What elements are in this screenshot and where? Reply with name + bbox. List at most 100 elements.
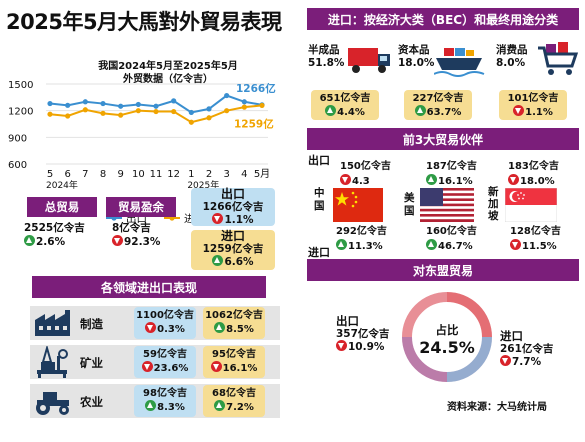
y-tick-label: 600 [8,160,27,171]
data-point [65,102,71,108]
partner-export-change: 16.1% [438,175,473,187]
bec-value: 101亿令吉 [507,93,559,104]
down-arrow-icon [340,173,351,185]
down-arrow-icon [508,173,519,185]
asean-share-label: 占比 [435,323,459,337]
asean-share-value: 24.5% [419,338,475,357]
up-arrow-icon [325,105,337,116]
import-summary-box: 进口 1259亿令吉 6.6% [191,230,275,270]
bec-item-capital: 资本品 18.0% [398,44,434,70]
bec-item-share: 18.0% [398,57,435,69]
x-tick-label: 10 [132,169,145,180]
export-end-label: 1266亿 [236,82,276,95]
down-arrow-icon [513,105,525,116]
import-summary-label: 进口 [220,229,245,243]
page-title: 2025年5月大馬對外貿易表現 [6,10,282,34]
data-point [171,98,177,104]
data-point [171,108,177,115]
data-point [153,108,159,115]
sector-export-value: 1100亿令吉 [136,310,194,321]
up-arrow-icon [426,173,437,185]
factory-icon [35,310,70,336]
partner-import-value: 292亿令吉 [336,226,387,237]
x-tick-label: 2 [206,169,212,180]
data-point [135,101,141,108]
x-tick-label: 5 [47,169,53,180]
partner-singapore-export: 183亿令吉 18.0% [508,161,559,188]
partner-singapore-import: 128亿令吉 11.5% [510,226,561,253]
y-tick-label: 900 [8,133,27,144]
import-summary-change: 6.6% [224,256,254,268]
down-arrow-icon [141,361,153,372]
partner-import-change: 11.5% [522,240,557,252]
sector-export-box: 98亿令吉 8.3% [134,385,196,417]
up-arrow-icon [214,322,226,333]
total-trade-change: 2.6% [36,236,66,248]
x-year-label: 2024年 [46,179,78,191]
bec-change: 1.1% [525,107,553,118]
trade-surplus-value: 8亿令吉 [112,222,151,234]
chart-title-text: 我国2024年5月至2025年5月 外贸数据（亿令吉） [98,61,238,85]
x-tick-label: 9 [117,169,123,180]
chart-title: 我国2024年5月至2025年5月 外贸数据（亿令吉） [88,60,248,86]
y-tick-label: 1200 [8,107,33,118]
data-point [47,100,53,107]
up-arrow-icon [145,400,157,411]
truck-icon [348,48,390,73]
partner-import-value: 160亿令吉 [426,226,477,237]
asean-import-label: 进口 [500,329,523,343]
up-arrow-icon [414,105,426,116]
down-arrow-icon [336,340,347,351]
bec-item-name: 资本品 [398,44,430,56]
imports-bec-heading: 进口：按经济大类（BEC）和最终用途分类 [307,8,579,30]
sector-export-change: 8.3% [157,402,185,413]
partner-import-change: 11.3% [348,240,383,252]
partner-export-change: 18.0% [520,175,555,187]
sector-import-change: 16.1% [222,363,258,374]
data-point [100,100,106,107]
partner-country-china: 中国 [314,187,325,212]
data-point [241,104,247,110]
total-trade-value: 2525亿令吉 [24,222,85,234]
sector-name-mining: 矿业 [80,356,103,370]
sector-export-change: 23.6% [153,363,189,374]
trade-surplus-label: 贸易盈余 [106,197,176,217]
data-point [206,106,212,112]
import-end-label: 1259亿 [234,117,274,130]
bec-change: 4.4% [337,107,365,118]
partners-export-label: 出口 [308,154,330,167]
data-point [206,115,212,121]
data-point [82,99,88,105]
bec-item-intermediate: 半成品 51.8% [308,44,344,70]
sector-export-box: 59亿令吉 23.6% [134,346,196,378]
x-tick-label: 8 [100,169,106,180]
chart-title-line: 我国2024年5月至2025年5月 [98,61,238,72]
up-arrow-icon [426,238,437,250]
up-arrow-icon [212,255,224,266]
partner-import-value: 128亿令吉 [510,226,561,237]
partner-country-singapore: 新加坡 [488,186,499,222]
x-tick-label: 5月 [254,168,270,180]
data-point [118,112,124,118]
data-point [100,110,106,116]
partner-import-change: 46.7% [438,240,473,252]
data-point [259,102,265,109]
bec-item-share: 51.8% [308,57,345,69]
bec-item-name: 半成品 [308,44,340,56]
up-arrow-icon [336,238,347,250]
export-summary-change: 1.1% [224,214,254,226]
down-arrow-icon [500,355,511,366]
partner-usa-import: 160亿令吉 46.7% [426,226,477,253]
partner-country-usa: 美国 [404,192,415,217]
sector-export-value: 59亿令吉 [143,349,187,360]
usa-flag-icon [420,188,474,222]
up-arrow-icon [214,400,226,411]
partners-import-label: 进口 [308,246,330,259]
partners-heading: 前3大贸易伙伴 [307,128,579,150]
sector-import-box: 95亿令吉 16.1% [203,346,265,378]
sector-import-box: 1062亿令吉 8.5% [203,307,265,339]
sector-import-change: 7.2% [226,402,254,413]
sector-name-manufacturing: 制造 [80,317,103,331]
sector-import-box: 68亿令吉 7.2% [203,385,265,417]
